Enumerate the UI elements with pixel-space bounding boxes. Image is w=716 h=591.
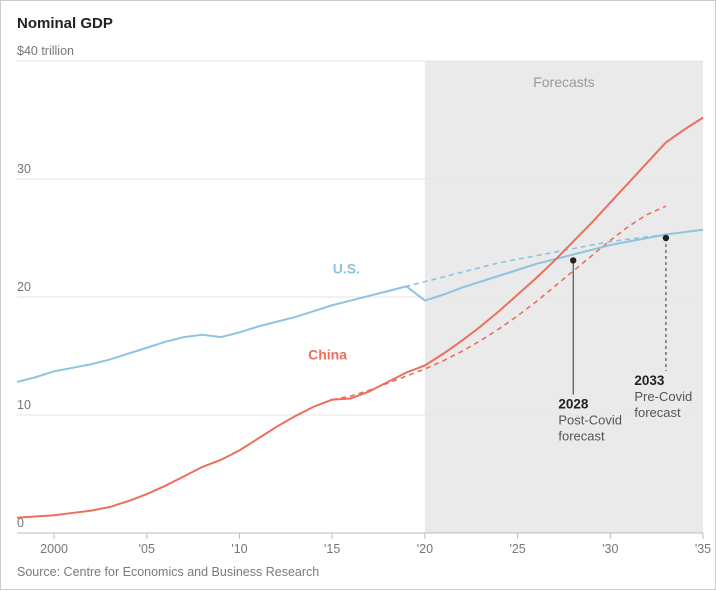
annotation-sub: Post-Covid	[558, 413, 622, 428]
x-tick-label: '05	[139, 542, 155, 556]
x-tick-label: '20	[417, 542, 433, 556]
annotation-marker	[570, 257, 576, 263]
annotation-year: 2033	[634, 373, 665, 388]
series-label: U.S.	[333, 260, 360, 276]
series-label: China	[308, 347, 347, 363]
annotation-marker	[663, 235, 669, 241]
chart-source: Source: Centre for Economics and Busines…	[17, 565, 319, 579]
gdp-line-chart: 0102030$40 trillion2000'05'10'15'20'25'3…	[1, 1, 716, 591]
annotation-sub: forecast	[558, 429, 605, 444]
forecast-label: Forecasts	[533, 74, 594, 90]
x-tick-label: '25	[509, 542, 525, 556]
x-tick-label: 2000	[40, 542, 68, 556]
x-tick-label: '30	[602, 542, 618, 556]
y-tick-label: 20	[17, 280, 31, 294]
x-tick-label: '10	[231, 542, 247, 556]
y-tick-label: 10	[17, 398, 31, 412]
x-tick-label: '15	[324, 542, 340, 556]
x-tick-label: '35	[695, 542, 711, 556]
annotation-sub: Pre-Covid	[634, 389, 692, 404]
y-tick-label: 30	[17, 162, 31, 176]
annotation-sub: forecast	[634, 405, 681, 420]
y-tick-label: $40 trillion	[17, 44, 74, 58]
chart-title: Nominal GDP	[17, 15, 113, 32]
annotation-year: 2028	[558, 397, 589, 412]
